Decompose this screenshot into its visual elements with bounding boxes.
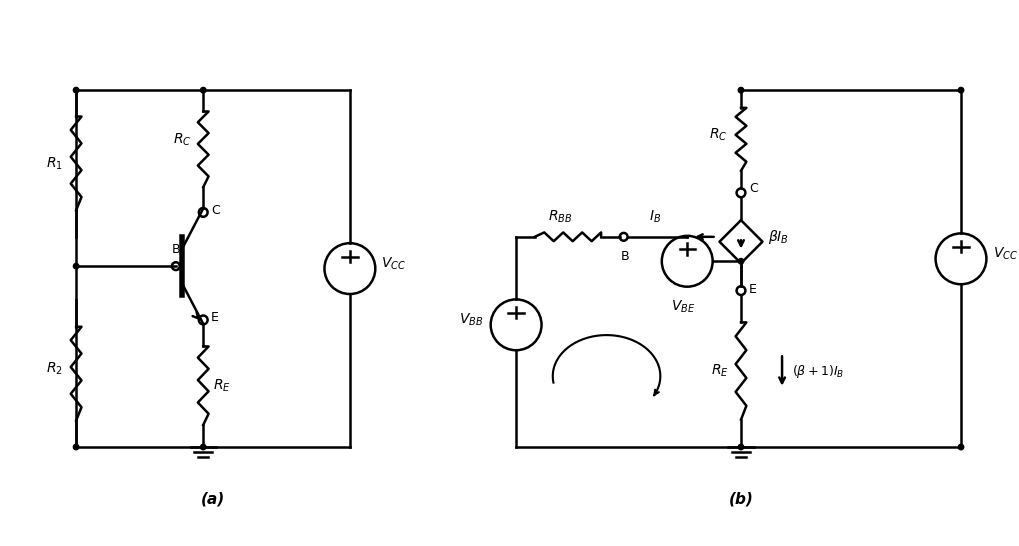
Text: $V_{CC}$: $V_{CC}$ — [381, 256, 406, 272]
Circle shape — [957, 87, 963, 93]
Text: $R_2$: $R_2$ — [46, 360, 62, 377]
Text: E: E — [748, 283, 756, 296]
Circle shape — [73, 444, 78, 450]
Text: (a): (a) — [201, 491, 225, 506]
Text: $I_B$: $I_B$ — [649, 209, 661, 225]
Text: C: C — [211, 204, 219, 217]
Text: $(\beta + 1)I_B$: $(\beta + 1)I_B$ — [791, 363, 843, 379]
Text: $V_{CC}$: $V_{CC}$ — [993, 246, 1017, 262]
Circle shape — [73, 87, 78, 93]
Text: C: C — [748, 182, 757, 195]
Circle shape — [201, 87, 206, 93]
Text: B: B — [620, 250, 629, 263]
Circle shape — [957, 444, 963, 450]
Text: $V_{BB}$: $V_{BB}$ — [459, 312, 482, 328]
Circle shape — [738, 258, 743, 264]
Text: $R_{BB}$: $R_{BB}$ — [547, 209, 572, 225]
Text: $R_C$: $R_C$ — [173, 132, 192, 148]
Circle shape — [738, 87, 743, 93]
Text: $R_1$: $R_1$ — [46, 155, 62, 171]
Text: $R_E$: $R_E$ — [711, 363, 729, 379]
Text: $R_C$: $R_C$ — [708, 126, 727, 143]
Circle shape — [73, 263, 78, 269]
Circle shape — [201, 444, 206, 450]
Text: $\beta I_B$: $\beta I_B$ — [767, 228, 789, 246]
Text: $R_E$: $R_E$ — [213, 377, 230, 394]
Circle shape — [738, 444, 743, 450]
Text: $V_{BE}$: $V_{BE}$ — [671, 299, 695, 315]
Text: B: B — [171, 244, 180, 257]
Text: (b): (b) — [728, 491, 753, 506]
Text: E: E — [211, 311, 219, 324]
